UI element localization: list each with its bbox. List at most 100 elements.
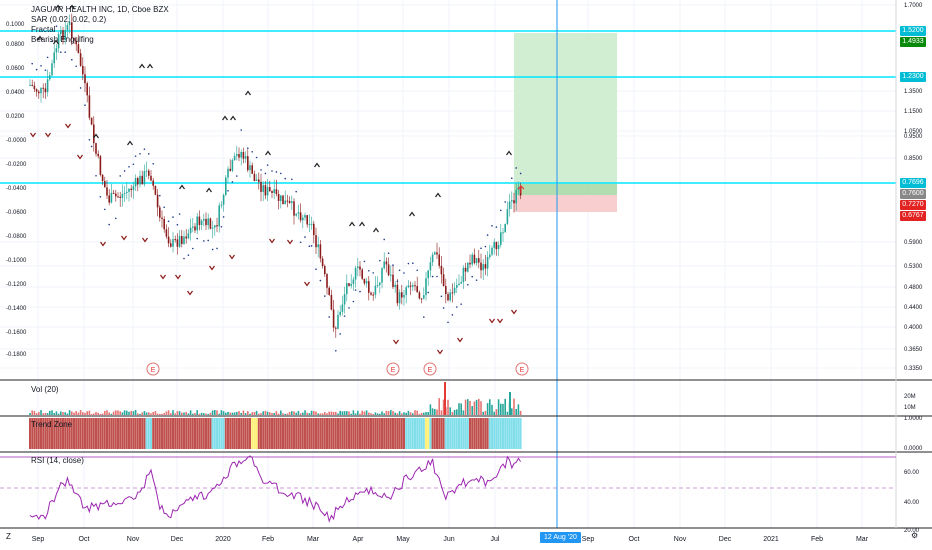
fractal-down-icon [160, 274, 166, 280]
time-axis-label: Sep [32, 536, 45, 543]
volume-bar [73, 412, 75, 415]
volume-bar [286, 413, 289, 415]
trend-bar [279, 418, 282, 449]
gear-icon[interactable]: ⚙ [911, 531, 919, 540]
left-axis-label: -0.1400 [6, 306, 27, 312]
candle-body [60, 30, 62, 35]
sar-dot [324, 295, 326, 297]
trend-bar [213, 418, 216, 449]
trend-bar [407, 418, 410, 449]
rsi-axis-label: 20.00 [904, 528, 920, 534]
legend-sar[interactable]: SAR (0.02, 0.02, 0.2) [31, 15, 107, 24]
volume-bar [82, 412, 84, 415]
volume-bar [172, 410, 174, 415]
volume-bar [214, 410, 216, 415]
legend-fractal[interactable]: Fractal [31, 25, 56, 34]
sar-dot [35, 68, 38, 71]
candle-body [269, 187, 271, 192]
sar-dot [264, 172, 267, 175]
trend-bar [277, 418, 280, 449]
candle-body [251, 165, 253, 174]
sar-dot [143, 148, 146, 150]
sar-dot [403, 272, 405, 274]
sar-dot [64, 51, 66, 53]
volume-bar [148, 412, 150, 415]
earnings-label: E [428, 367, 433, 374]
candle-body [475, 258, 478, 264]
volume-bar [79, 410, 82, 415]
trend-bar [55, 418, 58, 449]
volume-spike [444, 382, 446, 415]
candle-body [385, 261, 388, 265]
trend-bar [134, 418, 137, 449]
trend-bar [121, 418, 124, 449]
volume-pane-label[interactable]: Vol (20) [31, 385, 59, 394]
trend-bar [246, 418, 249, 449]
trend-bar [62, 418, 64, 449]
candle-body [464, 267, 467, 272]
left-axis-label: -0.0400 [6, 186, 27, 192]
volume-bar [374, 412, 377, 415]
candle-body [346, 283, 348, 295]
volume-bar [38, 412, 40, 415]
fractal-down-icon [304, 281, 310, 287]
volume-bar [194, 413, 196, 415]
sar-dot [343, 315, 346, 317]
volume-bar [49, 410, 51, 415]
volume-bar [504, 398, 506, 415]
trend-bar [381, 418, 383, 449]
fractal-up-icon [222, 115, 228, 121]
legend-symbol[interactable]: JAGUAR HEALTH INC, 1D, Cboe BZX [31, 5, 169, 14]
candle-body [291, 201, 293, 203]
fractal-down-icon [457, 337, 463, 343]
candle-body [249, 165, 251, 171]
candle-body [436, 252, 438, 255]
right-axis-label: 0.8500 [904, 156, 923, 162]
candle-body [425, 278, 427, 296]
candle-body [288, 201, 291, 203]
earnings-marker[interactable] [146, 362, 160, 376]
volume-bar [370, 413, 372, 415]
sar-dot [40, 65, 42, 67]
legend-bearish[interactable]: Bearish Engulfing [31, 35, 94, 44]
volume-bar [66, 413, 69, 415]
zoom-icon[interactable]: Z [6, 532, 11, 541]
volume-bar [396, 413, 399, 415]
volume-bar [392, 410, 394, 415]
earnings-marker[interactable] [515, 362, 529, 376]
candle-body [64, 30, 66, 41]
sar-dot [275, 171, 278, 173]
right-axis-label: 0.9500 [904, 134, 923, 140]
trend-bar [253, 418, 256, 449]
trend-bar [326, 418, 328, 449]
candle-body [414, 285, 416, 287]
candle-body [161, 217, 163, 219]
candle-body [401, 292, 403, 298]
trend-pane-label[interactable]: Trend Zone [31, 420, 73, 429]
candle-body [40, 87, 42, 94]
right-axis-label: 1.7000 [904, 3, 923, 9]
volume-bar [339, 410, 341, 415]
volume-bar [354, 413, 357, 415]
sar-dot [368, 269, 370, 272]
fractal-markers [30, 4, 525, 355]
trend-bar [271, 418, 273, 449]
sar-dot [291, 178, 293, 181]
volume-bar [57, 413, 60, 415]
trend-bar [37, 418, 40, 449]
trend-bar [154, 418, 157, 449]
candle-body [38, 91, 40, 94]
fractal-up-icon [506, 150, 512, 156]
candle-body [86, 83, 88, 96]
fractal-down-icon [497, 318, 503, 324]
candle-body [44, 88, 47, 93]
fractal-down-icon [511, 309, 517, 315]
volume-bar [240, 412, 242, 415]
time-axis-label: Apr [353, 536, 365, 543]
earnings-marker[interactable] [386, 362, 400, 376]
rsi-pane-label[interactable]: RSI (14, close) [31, 456, 84, 465]
time-axis-label: 2021 [763, 536, 779, 543]
trend-bar [317, 418, 320, 449]
earnings-marker[interactable] [423, 362, 437, 376]
